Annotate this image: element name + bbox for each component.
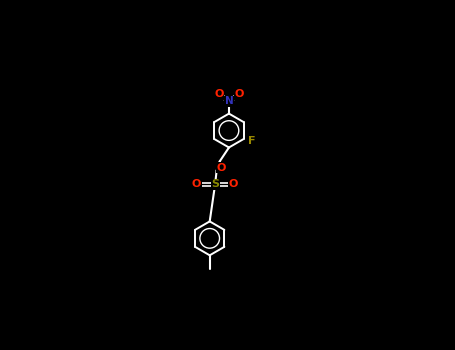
Text: S: S	[211, 180, 219, 189]
Text: O: O	[214, 89, 223, 99]
Text: F: F	[248, 135, 255, 146]
Text: O: O	[217, 162, 226, 173]
Text: N: N	[225, 96, 233, 106]
Text: O: O	[234, 89, 243, 99]
Text: O: O	[229, 180, 238, 189]
Text: O: O	[192, 180, 201, 189]
